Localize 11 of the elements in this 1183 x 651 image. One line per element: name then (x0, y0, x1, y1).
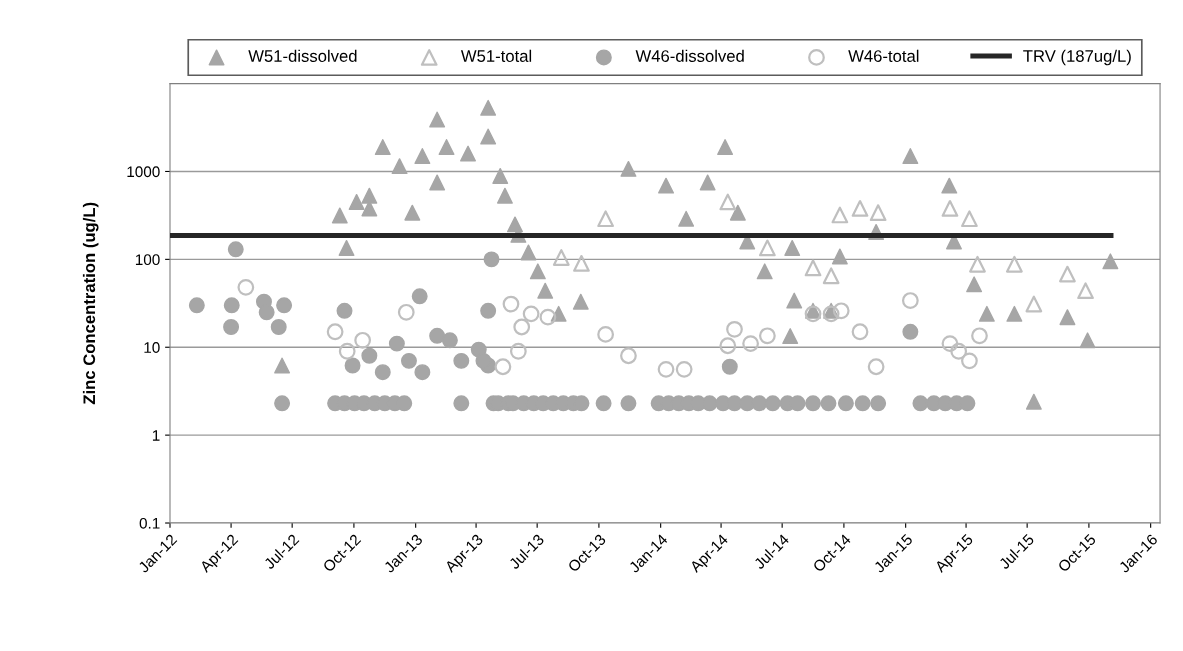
y-tick-label: 100 (135, 254, 160, 266)
legend-label: TRV (187ug/L) (1023, 49, 1131, 66)
y-tick-label: 1 (152, 430, 160, 441)
y-tick-label: 10 (144, 342, 160, 353)
legend-label: W51-total (460, 49, 532, 62)
legend-label: W46-dissolved (635, 49, 744, 62)
y-tick-label: 0.1 (139, 517, 160, 529)
legend-label: W46-total (848, 49, 919, 62)
y-tick-label: 1000 (127, 166, 160, 178)
y-axis-title: Zinc Concentration (ug/L) (82, 202, 99, 405)
legend-label: W51-dissolved (248, 49, 357, 62)
